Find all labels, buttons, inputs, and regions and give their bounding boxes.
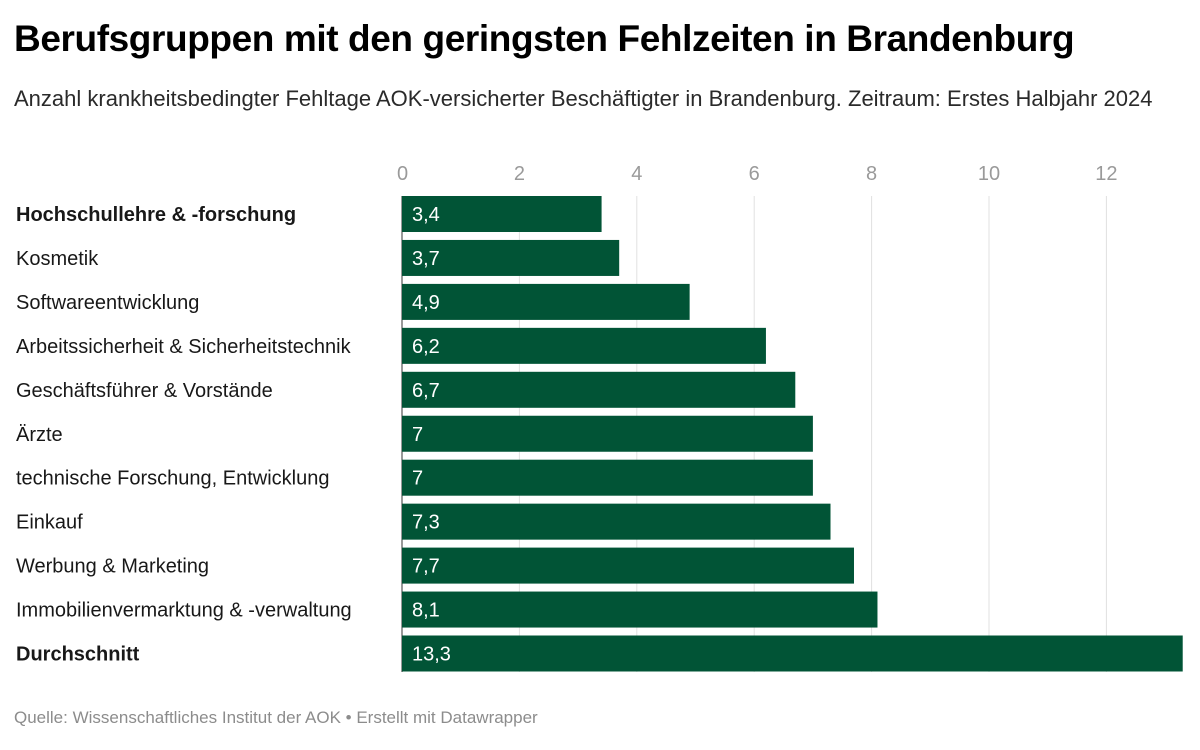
category-label: Kosmetik [16, 248, 99, 270]
x-tick-label: 10 [978, 163, 1000, 185]
value-label: 7,3 [412, 512, 440, 534]
bar [402, 196, 602, 232]
bar [402, 591, 878, 628]
value-label: 7 [412, 468, 423, 490]
source-note: Quelle: Wissenschaftliches Institut der … [14, 708, 538, 727]
value-label: 7,7 [412, 556, 440, 578]
bar [402, 239, 620, 276]
category-label: Immobilienvermarktung & -verwaltung [16, 600, 352, 622]
x-tick-label: 12 [1095, 163, 1117, 185]
x-tick-label: 8 [866, 163, 877, 185]
bar [402, 547, 854, 584]
category-label: Softwareentwicklung [16, 292, 199, 314]
value-label: 7 [412, 424, 423, 446]
category-label: Einkauf [16, 512, 83, 534]
x-tick-label: 0 [397, 163, 408, 185]
bar [402, 459, 813, 496]
value-label: 3,4 [412, 204, 440, 226]
chart-subtitle: Anzahl krankheitsbedingter Fehltage AOK-… [14, 86, 1153, 111]
category-labels: Hochschullehre & -forschung Kosmetik Softw… [16, 204, 352, 666]
category-label: Arbeitssicherheit & Sicherheitstechnik [16, 336, 352, 358]
category-label: Hochschullehre & -forschung [16, 204, 296, 226]
value-label: 6,2 [412, 336, 440, 358]
value-label: 8,1 [412, 600, 440, 622]
x-tick-label: 2 [514, 163, 525, 185]
bar [402, 503, 831, 540]
category-label: Werbung & Marketing [16, 556, 209, 578]
category-label: technische Forschung, Entwicklung [16, 468, 330, 490]
chart-title: Berufsgruppen mit den geringsten Fehlzei… [14, 18, 1075, 59]
x-tick-label: 6 [749, 163, 760, 185]
value-label: 3,7 [412, 248, 440, 270]
bar [402, 327, 766, 364]
value-label: 4,9 [412, 292, 440, 314]
category-label: Ärzte [16, 424, 63, 446]
bar [402, 415, 813, 452]
bars [402, 196, 1183, 672]
bar [402, 283, 690, 320]
x-tick-label: 4 [631, 163, 642, 185]
value-label: 6,7 [412, 380, 440, 402]
value-label: 13,3 [412, 644, 451, 666]
bar [402, 635, 1183, 672]
x-axis-ticks: 0 2 4 6 8 10 12 [397, 163, 1118, 185]
value-labels: 3,4 3,7 4,9 6,2 6,7 7 7 7,3 7,7 8,1 13,3 [412, 204, 451, 666]
category-label: Geschäftsführer & Vorstände [16, 380, 273, 402]
bar [402, 371, 796, 408]
category-label: Durchschnitt [16, 644, 140, 666]
